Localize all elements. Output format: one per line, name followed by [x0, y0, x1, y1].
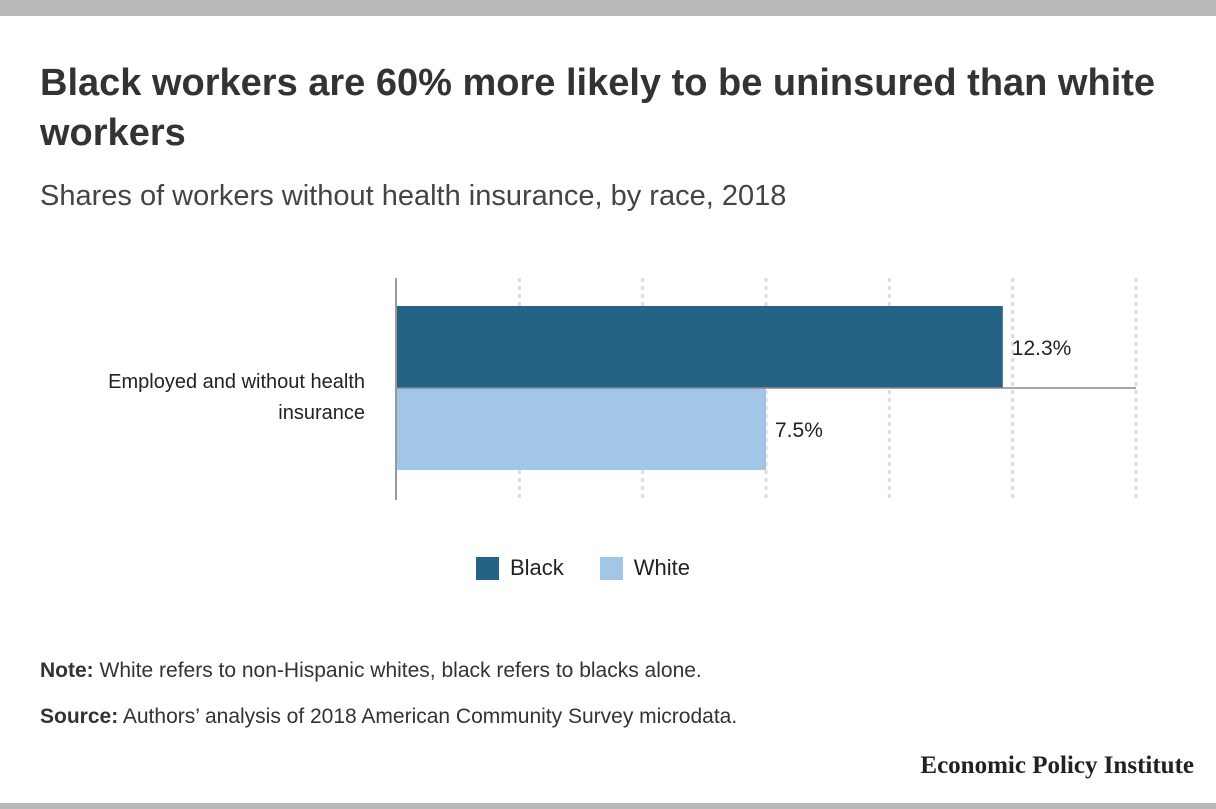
chart-title: Black workers are 60% more likely to be … [40, 62, 1156, 154]
bottom-border [0, 803, 1216, 809]
value-label-black: 12.3% [1012, 337, 1072, 360]
source-text: Authors’ analysis of 2018 American Commu… [118, 705, 738, 728]
note-text: White refers to non-Hispanic whites, bla… [93, 659, 702, 682]
legend-swatch-white [599, 556, 623, 580]
bar-chart: 12.3% 7.5% Employed and without health insu… [108, 278, 1138, 500]
chart-legend: Black White [476, 555, 726, 581]
bar-white [396, 388, 766, 470]
legend-item-black: Black [476, 555, 564, 581]
note-label: Note: [40, 659, 94, 682]
category-label: Employed and without health insurance [108, 371, 365, 424]
chart-subtitle: Shares of workers without health insuran… [40, 180, 787, 212]
legend-label-black: Black [510, 555, 564, 580]
chart-source: Source: Authors’ analysis of 2018 Americ… [40, 703, 737, 731]
chart-note: Note: White refers to non-Hispanic white… [40, 657, 702, 685]
legend-swatch-black [476, 556, 499, 580]
bar-black [396, 306, 1003, 388]
value-label-white: 7.5% [775, 419, 823, 442]
brand-logo: Economic Policy Institute [920, 752, 1194, 779]
source-label: Source: [40, 705, 119, 728]
legend-item-white: White [599, 555, 691, 581]
legend-label-white: White [633, 555, 691, 580]
top-border [0, 0, 1216, 16]
